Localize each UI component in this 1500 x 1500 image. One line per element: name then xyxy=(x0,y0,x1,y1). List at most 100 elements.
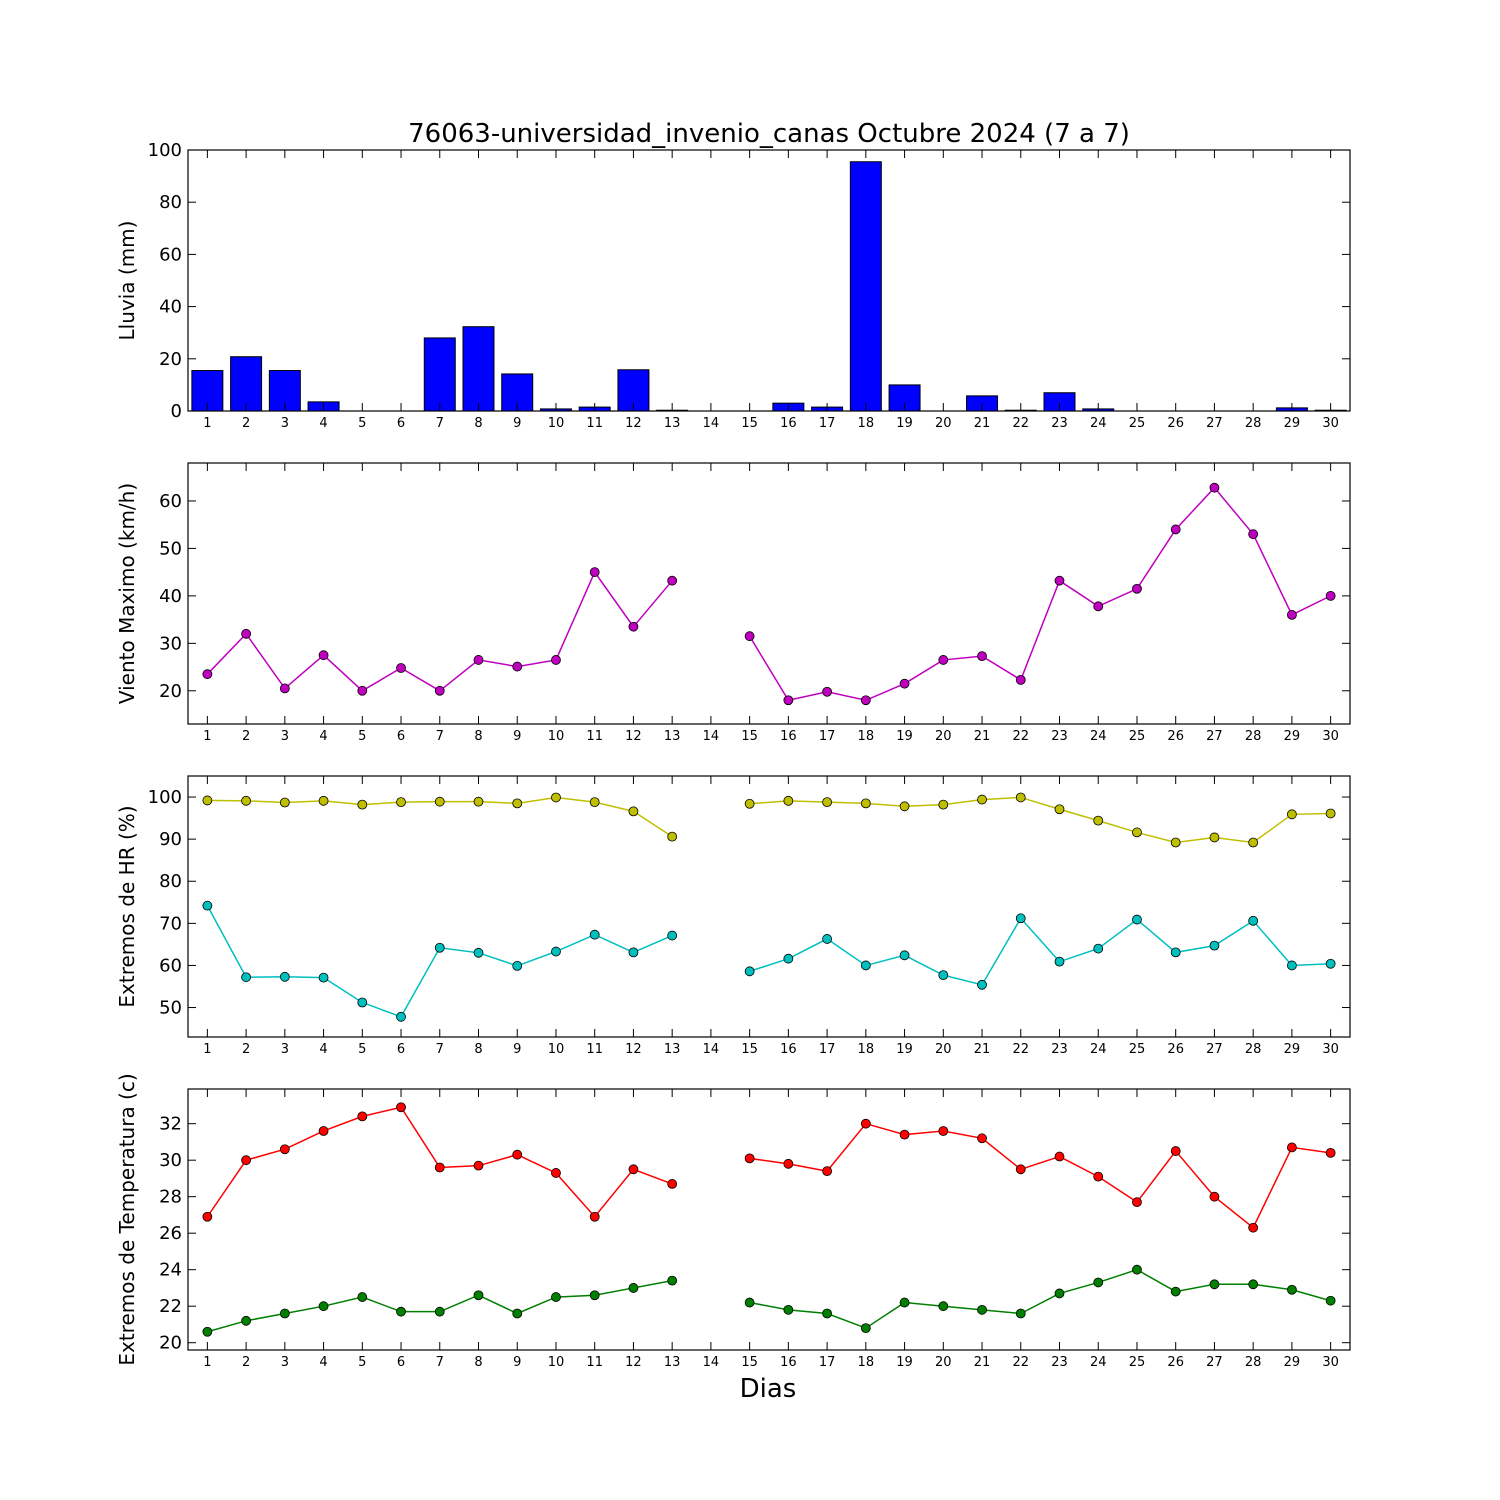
point-temp-0-day-29 xyxy=(1287,1142,1297,1153)
ytick-label: 40 xyxy=(159,586,182,607)
xtick-label-day-24: 24 xyxy=(1090,416,1107,431)
point-viento-0-day-26 xyxy=(1170,524,1181,535)
point-temp-0-day-5 xyxy=(357,1111,368,1122)
xtick-label-day-3: 3 xyxy=(281,1042,289,1057)
point-temp-0-day-19 xyxy=(899,1129,910,1140)
point-temp-1-day-8 xyxy=(473,1290,484,1301)
xtick-label-day-18: 18 xyxy=(858,1042,875,1057)
xtick-label-day-20: 20 xyxy=(935,416,952,431)
xtick-label-day-27: 27 xyxy=(1206,729,1223,744)
xtick-label-day-27: 27 xyxy=(1206,1042,1223,1057)
point-temp-1-day-13 xyxy=(667,1275,678,1286)
xtick-label-day-6: 6 xyxy=(397,416,405,431)
ytick-label: 80 xyxy=(159,871,182,892)
xtick-label-day-17: 17 xyxy=(819,416,836,431)
xtick-label-day-12: 12 xyxy=(625,729,642,744)
point-viento-0-day-12 xyxy=(628,621,639,632)
xtick-label-day-1: 1 xyxy=(203,416,211,431)
point-temp-0-day-7 xyxy=(434,1162,445,1173)
point-hr-1-day-29 xyxy=(1287,960,1297,971)
point-viento-0-day-2 xyxy=(241,628,252,639)
xtick-label-day-16: 16 xyxy=(780,1355,797,1370)
point-temp-1-day-17 xyxy=(822,1308,832,1319)
xtick-label-day-13: 13 xyxy=(664,416,681,431)
point-temp-1-day-20 xyxy=(938,1301,949,1312)
xtick-label-day-25: 25 xyxy=(1129,729,1146,744)
ytick-label: 24 xyxy=(159,1260,182,1281)
series-temp-1-line-1 xyxy=(749,1268,1331,1329)
xtick-label-day-14: 14 xyxy=(703,1355,720,1370)
ytick-label: 28 xyxy=(159,1187,182,1208)
xtick-label-day-25: 25 xyxy=(1129,1355,1146,1370)
point-temp-0-day-20 xyxy=(938,1126,949,1136)
xtick-label-day-23: 23 xyxy=(1051,729,1068,744)
point-hr-0-day-30 xyxy=(1325,808,1336,819)
xtick-label-day-23: 23 xyxy=(1051,416,1068,431)
point-temp-0-day-18 xyxy=(860,1118,871,1129)
xtick-label-day-8: 8 xyxy=(474,1355,482,1370)
point-hr-1-day-6 xyxy=(396,1011,406,1022)
point-hr-1-day-8 xyxy=(473,947,484,958)
point-viento-0-day-4 xyxy=(318,650,329,661)
xtick-label-day-29: 29 xyxy=(1284,729,1301,744)
xtick-label-day-27: 27 xyxy=(1206,416,1223,431)
y-axis-label-hr: Extremos de HR (%) xyxy=(115,805,139,1007)
xtick-label-day-18: 18 xyxy=(858,1355,875,1370)
xtick-label-day-30: 30 xyxy=(1322,1042,1339,1057)
ytick-label: 50 xyxy=(159,538,182,559)
point-temp-1-day-10 xyxy=(551,1292,561,1302)
point-viento-0-day-18 xyxy=(860,695,871,706)
point-viento-0-day-8 xyxy=(473,655,484,665)
xtick-label-day-2: 2 xyxy=(242,1042,250,1057)
point-temp-1-day-29 xyxy=(1287,1284,1297,1295)
xtick-label-day-14: 14 xyxy=(703,1042,720,1057)
xtick-label-day-20: 20 xyxy=(935,729,952,744)
xtick-label-day-23: 23 xyxy=(1051,1355,1068,1370)
point-hr-1-day-16 xyxy=(783,953,794,964)
point-temp-0-day-11 xyxy=(589,1211,600,1222)
point-hr-0-day-27 xyxy=(1209,832,1220,843)
xtick-label-day-19: 19 xyxy=(896,416,913,431)
point-hr-1-day-4 xyxy=(318,972,329,983)
xtick-label-day-17: 17 xyxy=(819,729,836,744)
point-hr-1-day-21 xyxy=(977,979,987,990)
point-temp-0-day-3 xyxy=(279,1144,290,1155)
point-hr-1-day-17 xyxy=(822,934,832,944)
bar-day-2 xyxy=(230,356,263,412)
point-temp-1-day-30 xyxy=(1325,1295,1336,1306)
xtick-label-day-4: 4 xyxy=(319,416,327,431)
point-hr-1-day-18 xyxy=(860,960,871,971)
point-temp-1-day-7 xyxy=(434,1306,445,1317)
xtick-label-day-2: 2 xyxy=(242,729,250,744)
point-hr-0-day-17 xyxy=(822,797,832,807)
bar-day-7 xyxy=(423,337,456,412)
point-hr-0-day-12 xyxy=(628,806,639,817)
xtick-label-day-26: 26 xyxy=(1167,729,1184,744)
point-viento-0-day-16 xyxy=(783,695,794,706)
point-temp-0-day-25 xyxy=(1132,1197,1142,1208)
point-viento-0-day-13 xyxy=(667,575,678,586)
xtick-label-day-24: 24 xyxy=(1090,1042,1107,1057)
point-viento-0-day-22 xyxy=(1015,674,1026,685)
point-hr-0-day-15 xyxy=(744,798,755,809)
xtick-label-day-28: 28 xyxy=(1245,729,1262,744)
point-hr-0-day-8 xyxy=(473,796,484,807)
point-hr-0-day-9 xyxy=(512,798,523,809)
point-hr-1-day-27 xyxy=(1209,940,1220,951)
xtick-label-day-10: 10 xyxy=(548,416,565,431)
point-hr-0-day-22 xyxy=(1015,792,1026,803)
point-hr-0-day-5 xyxy=(357,799,368,810)
series-hr-0-line-1 xyxy=(749,796,1331,844)
point-temp-0-day-17 xyxy=(822,1166,832,1177)
xtick-label-day-30: 30 xyxy=(1322,1355,1339,1370)
axes-frame-viento xyxy=(187,462,1351,725)
xtick-label-day-14: 14 xyxy=(703,416,720,431)
point-hr-1-day-22 xyxy=(1015,913,1026,924)
ytick-label: 26 xyxy=(159,1223,182,1244)
point-temp-1-day-1 xyxy=(202,1326,213,1337)
xtick-label-day-6: 6 xyxy=(397,1042,405,1057)
point-hr-1-day-24 xyxy=(1093,943,1104,954)
